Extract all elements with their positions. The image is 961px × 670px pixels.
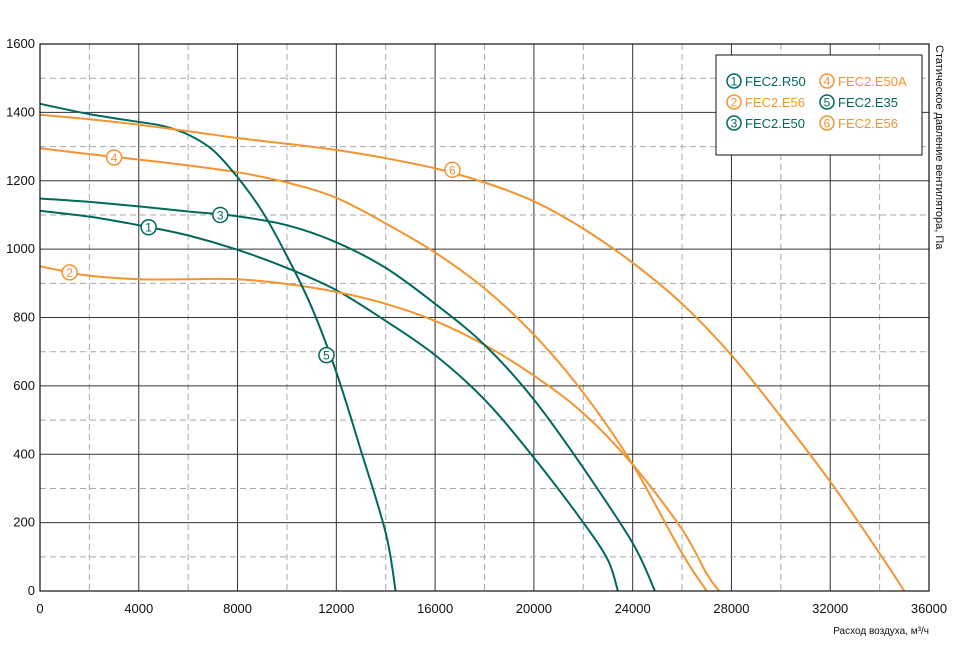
legend-marker bbox=[726, 94, 742, 110]
x-tick-label: 8000 bbox=[223, 601, 252, 616]
y-tick-label: 200 bbox=[13, 515, 35, 530]
x-tick-label: 0 bbox=[36, 601, 43, 616]
legend-item-2: 2 FEC2.E56 bbox=[726, 94, 805, 110]
marker-circle bbox=[140, 218, 157, 236]
legend-item-6: 6 FEC2.E56 bbox=[819, 115, 898, 131]
marker-circle bbox=[444, 161, 461, 179]
y-tick-label: 800 bbox=[13, 310, 35, 325]
curve-4 bbox=[39, 147, 708, 592]
legend-number: 4 bbox=[824, 75, 831, 89]
grid-lines bbox=[40, 44, 929, 591]
marker-circle bbox=[212, 206, 229, 224]
legend-item-3: 3 FEC2.E50 bbox=[726, 115, 805, 131]
curve-2 bbox=[39, 265, 720, 592]
marker-number: 6 bbox=[449, 163, 456, 177]
x-tick-label: 20000 bbox=[516, 601, 552, 616]
x-tick-label: 4000 bbox=[124, 601, 153, 616]
legend-marker bbox=[726, 115, 742, 131]
y-tick-label: 1200 bbox=[6, 173, 35, 188]
legend-label: FEC2.R50 bbox=[745, 74, 806, 89]
axes bbox=[39, 43, 930, 592]
curve-marker-5: 5 bbox=[318, 346, 335, 364]
marker-circle bbox=[105, 149, 123, 166]
legend-label: FEC2.E56 bbox=[838, 116, 898, 131]
curve-marker-4: 4 bbox=[105, 149, 123, 166]
curve-marker-6: 6 bbox=[444, 161, 461, 179]
legend-box bbox=[715, 54, 923, 156]
legend-label: FEC2.E50A bbox=[838, 74, 907, 89]
x-axis-label: Расход воздуха, м³/ч bbox=[833, 626, 929, 637]
x-tick-label: 36000 bbox=[911, 601, 947, 616]
y-tick-label: 1400 bbox=[6, 104, 35, 119]
curve-1 bbox=[39, 209, 619, 592]
y-tick-label: 600 bbox=[13, 378, 35, 393]
legend-item-4: 4 FEC2.E50A bbox=[819, 73, 907, 89]
marker-number: 4 bbox=[111, 151, 118, 165]
legend-marker bbox=[819, 73, 835, 89]
x-tick-label: 32000 bbox=[812, 601, 848, 616]
curve-marker-3: 3 bbox=[212, 206, 229, 224]
legend-marker bbox=[726, 73, 742, 89]
legend-marker bbox=[819, 94, 835, 110]
marker-number: 3 bbox=[217, 208, 224, 222]
marker-number: 5 bbox=[323, 349, 330, 363]
legend-label: FEC2.E56 bbox=[745, 95, 805, 110]
legend-number: 3 bbox=[731, 117, 738, 131]
y-tick-label: 1000 bbox=[6, 241, 35, 256]
marker-circle bbox=[61, 264, 78, 281]
marker-number: 2 bbox=[66, 266, 73, 280]
x-tick-label: 16000 bbox=[417, 601, 453, 616]
legend-number: 5 bbox=[824, 96, 831, 110]
marker-number: 1 bbox=[145, 221, 152, 235]
curves: 1 2 3 4 5 6 bbox=[39, 102, 906, 592]
legend-number: 2 bbox=[731, 96, 738, 110]
tick-labels: 0 4000 8000 12000 16000 20000 24000 28000 32000 3… bbox=[6, 36, 947, 616]
legend-marker bbox=[819, 115, 835, 131]
legend-number: 1 bbox=[731, 75, 738, 89]
curve-3 bbox=[39, 197, 656, 592]
legend-label: FEC2.E35 bbox=[838, 95, 898, 110]
legend: 1 FEC2.R50 2 FEC2.E56 3 FEC2.E50 4 FEC2.E50A 5 FE… bbox=[715, 54, 923, 156]
curve-marker-1: 1 bbox=[140, 218, 157, 236]
curve-5 bbox=[39, 102, 397, 592]
curve-6 bbox=[39, 113, 906, 592]
x-tick-label: 24000 bbox=[615, 601, 651, 616]
plot-frame bbox=[39, 43, 930, 592]
legend-number: 6 bbox=[824, 117, 831, 131]
y-tick-label: 1600 bbox=[6, 36, 35, 51]
legend-item-1: 1 FEC2.R50 bbox=[726, 73, 806, 89]
legend-label: FEC2.E50 bbox=[745, 116, 805, 131]
legend-item-5: 5 FEC2.E35 bbox=[819, 94, 898, 110]
curve-marker-2: 2 bbox=[61, 264, 78, 281]
x-tick-label: 28000 bbox=[713, 601, 749, 616]
marker-circle bbox=[318, 346, 335, 364]
y-axis-label: Статическое давление вентилятора, Па bbox=[933, 45, 945, 250]
y-tick-label: 0 bbox=[28, 583, 35, 598]
y-tick-label: 400 bbox=[13, 446, 35, 461]
x-tick-label: 12000 bbox=[318, 601, 354, 616]
